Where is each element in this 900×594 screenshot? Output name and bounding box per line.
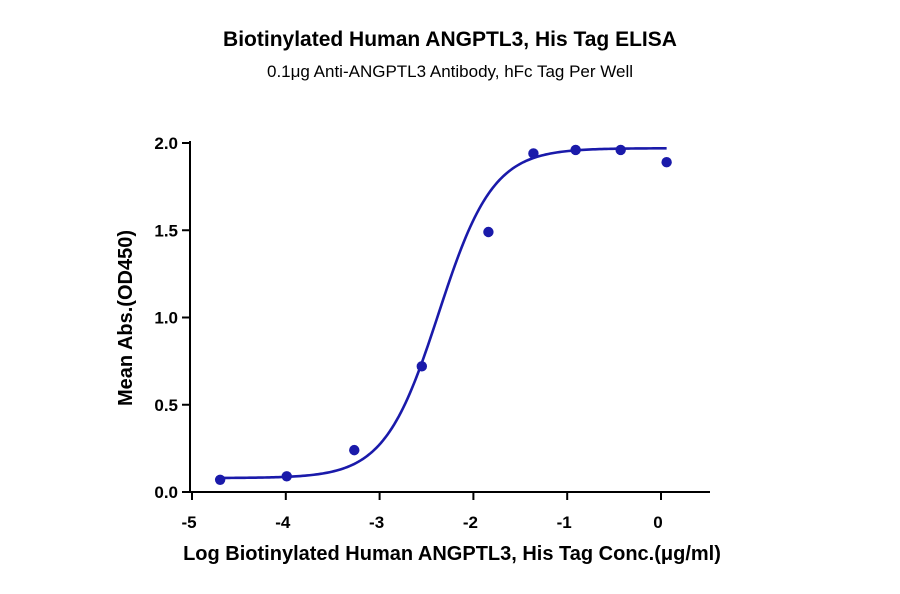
y-tick-label: 0.0 [154, 483, 178, 502]
x-tick-label: -3 [369, 513, 384, 532]
axes: 0.0 0.5 1.0 1.5 2.0 -5 -4 -3 -2 -1 0 [154, 134, 710, 532]
y-tick-label: 2.0 [154, 134, 178, 153]
data-point [528, 148, 539, 159]
y-tick-label: 0.5 [154, 396, 178, 415]
data-points [214, 144, 672, 485]
data-point [615, 144, 626, 156]
chart-title: Biotinylated Human ANGPTL3, His Tag ELIS… [223, 28, 677, 51]
x-tick-label: 0 [653, 513, 662, 532]
x-tick-label: -5 [181, 513, 196, 532]
y-tick-label: 1.5 [154, 221, 178, 240]
data-point [483, 226, 494, 238]
x-tick-label: -1 [557, 513, 572, 532]
chart-subtitle: 0.1μg Anti-ANGPTL3 Antibody, hFc Tag Per… [266, 62, 634, 81]
data-point [214, 474, 226, 485]
data-point [661, 156, 672, 168]
fit-curve [220, 147, 667, 480]
x-tick-label: -2 [463, 513, 478, 532]
y-axis-label: Mean Abs.(OD450) [115, 230, 137, 406]
x-axis-label: Log Biotinylated Human ANGPTL3, His Tag … [183, 543, 721, 565]
x-tick-label: -4 [275, 513, 291, 532]
data-point [416, 361, 428, 372]
data-point [570, 144, 581, 156]
y-tick-label: 1.0 [154, 309, 178, 328]
data-point [281, 471, 292, 482]
data-point [349, 444, 360, 456]
